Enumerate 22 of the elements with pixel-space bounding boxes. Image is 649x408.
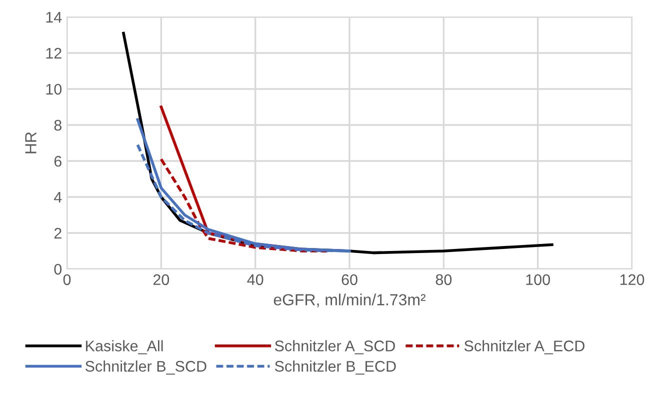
- x-tick-label: 40: [247, 274, 264, 286]
- x-tick-label: 80: [436, 274, 452, 286]
- legend-label: Schnitzler A_SCD: [274, 340, 395, 354]
- y-tick-label: 8: [54, 120, 62, 131]
- legend-label: Schnitzler A_ECD: [464, 340, 584, 354]
- x-tick-label: 100: [526, 274, 550, 286]
- x-tick-label: 20: [153, 274, 170, 286]
- y-tick-label: 14: [46, 12, 62, 23]
- x-tick-label: 60: [342, 274, 358, 286]
- y-tick-label: 4: [54, 192, 62, 203]
- y-tick-label: 2: [54, 228, 62, 239]
- y-tick-label: 10: [46, 84, 62, 95]
- legend-label: Schnitzler B_ECD: [274, 360, 396, 375]
- y-tick-label: 12: [46, 48, 62, 59]
- x-tick-label: 120: [620, 274, 644, 286]
- x-axis-title: eGFR, ml/min/1.73m²: [274, 294, 426, 308]
- y-axis-title: HR: [25, 132, 36, 154]
- legend-label: Kasiske_All: [86, 340, 163, 354]
- legend-label: Schnitzler B_SCD: [85, 360, 206, 375]
- x-tick-label: 0: [63, 274, 71, 286]
- y-tick-label: 0: [54, 264, 62, 275]
- y-tick-label: 6: [54, 156, 62, 167]
